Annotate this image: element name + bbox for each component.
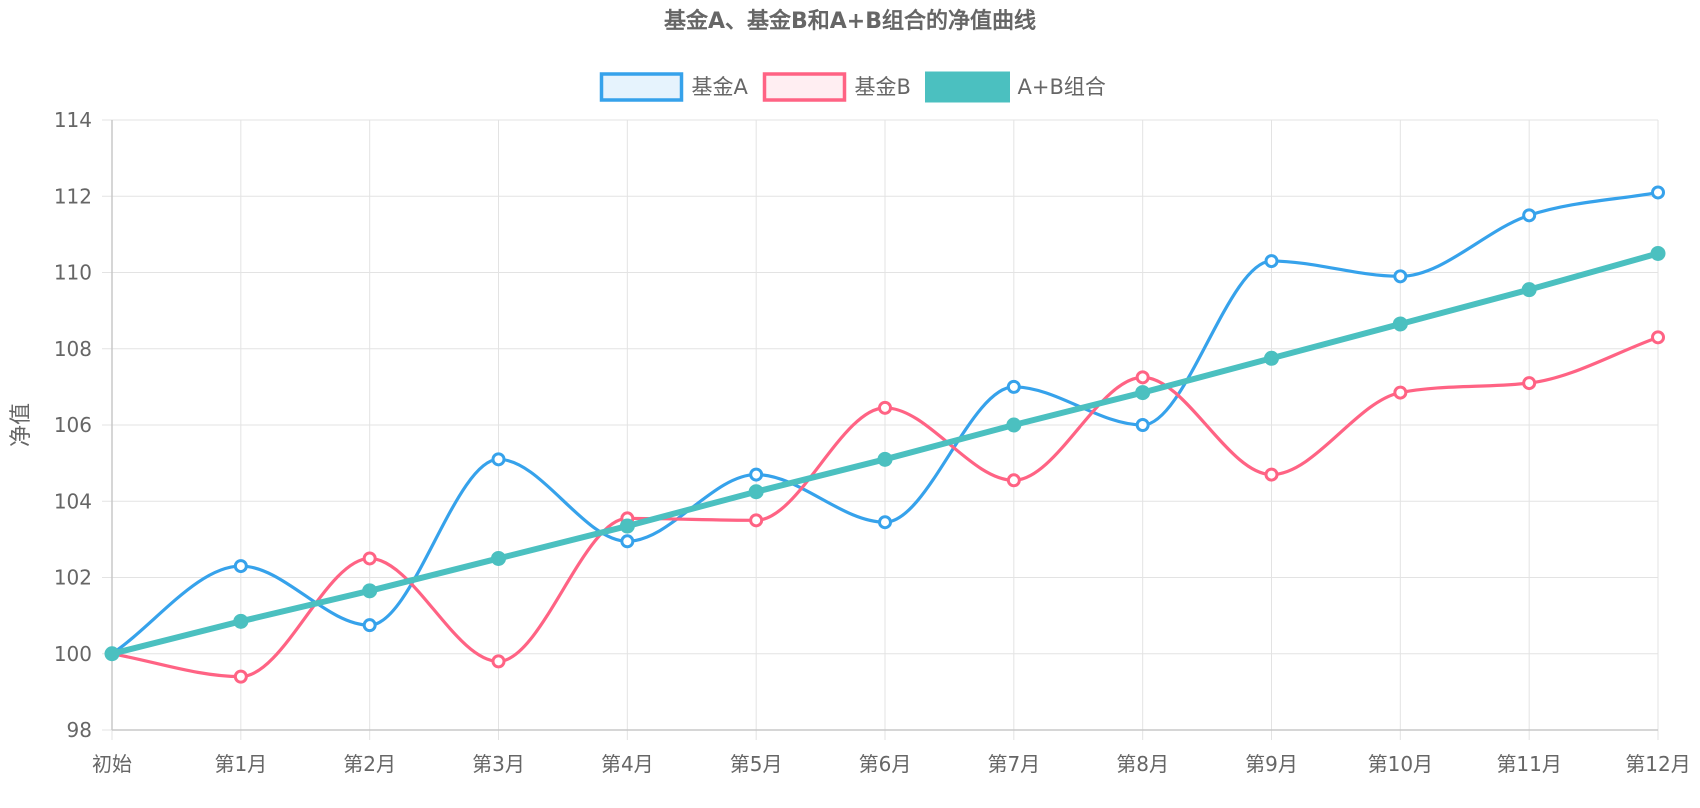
grid-lines [102, 119, 1659, 740]
y-tick-label: 114 [54, 108, 92, 132]
legend-label: A+B组合 [1018, 75, 1106, 99]
data-point-combo[interactable] [1392, 316, 1408, 332]
x-tick-label: 第4月 [601, 752, 654, 776]
legend-label: 基金B [855, 75, 911, 99]
data-point-combo[interactable] [1135, 385, 1151, 401]
x-tick-label: 第7月 [987, 752, 1040, 776]
data-point-fund-a[interactable] [1651, 185, 1665, 200]
x-tick-label: 第3月 [472, 752, 525, 776]
data-point-fund-a[interactable] [620, 534, 635, 549]
data-point-fund-a[interactable] [362, 618, 377, 633]
legend-label: 基金A [692, 75, 749, 99]
data-point-fund-a[interactable] [1135, 418, 1150, 432]
chart-title: 基金A、基金B和A+B组合的净值曲线 [664, 8, 1036, 34]
data-point-combo[interactable] [1264, 350, 1279, 366]
data-point-combo[interactable] [1650, 245, 1666, 261]
data-point-fund-b[interactable] [491, 654, 506, 669]
y-tick-label: 112 [54, 184, 92, 208]
x-tick-label: 第8月 [1116, 752, 1169, 776]
data-point-fund-b[interactable] [1006, 473, 1021, 488]
data-point-combo[interactable] [104, 646, 120, 662]
legend-item-fund-b[interactable]: 基金B [762, 72, 911, 102]
x-tick-label: 第6月 [859, 752, 912, 776]
data-point-fund-b[interactable] [1651, 330, 1665, 345]
data-point-combo[interactable] [362, 583, 378, 599]
data-point-fund-b[interactable] [878, 400, 892, 415]
x-tick-label: 第1月 [214, 752, 267, 776]
y-tick-label: 98 [67, 718, 92, 742]
x-tick-label: 第11月 [1496, 752, 1561, 776]
data-point-combo[interactable] [491, 550, 506, 566]
data-point-fund-a[interactable] [749, 467, 764, 482]
data-point-fund-b[interactable] [1135, 370, 1150, 385]
data-point-fund-b[interactable] [1522, 376, 1537, 391]
x-tick-label: 第12月 [1625, 752, 1690, 776]
data-point-fund-b[interactable] [233, 669, 248, 684]
data-point-combo[interactable] [748, 484, 764, 500]
data-point-fund-b[interactable] [1393, 385, 1408, 400]
data-point-fund-a[interactable] [491, 452, 506, 467]
legend-item-fund-a[interactable]: 基金A [599, 72, 749, 102]
x-tick-label: 第10月 [1368, 752, 1433, 776]
legend-swatch [925, 71, 1010, 103]
data-point-fund-a[interactable] [1006, 379, 1021, 394]
y-axis-title: 净值 [9, 403, 34, 447]
y-tick-label: 102 [54, 566, 92, 590]
data-point-fund-a[interactable] [878, 515, 892, 530]
data-point-combo[interactable] [1521, 282, 1537, 298]
data-point-combo[interactable] [1006, 417, 1022, 433]
x-tick-label: 第9月 [1245, 752, 1298, 776]
x-tick-label: 第2月 [343, 752, 396, 776]
y-tick-label: 100 [54, 642, 92, 666]
legend: 基金A 基金B A+B组合 [599, 71, 1106, 103]
data-point-combo[interactable] [233, 613, 249, 629]
data-point-fund-a[interactable] [1393, 269, 1408, 284]
data-point-fund-b[interactable] [362, 551, 377, 566]
data-point-fund-a[interactable] [1522, 208, 1537, 223]
data-point-combo[interactable] [619, 518, 635, 534]
y-tick-label: 106 [54, 413, 92, 437]
y-tick-label: 104 [54, 489, 92, 513]
data-point-combo[interactable] [877, 451, 893, 467]
data-point-fund-b[interactable] [1264, 467, 1279, 482]
legend-swatch [762, 72, 847, 102]
axes: 98 100 102 104 106 108 110 112 114 初始 第1月 第2月 第3月 第4月… [54, 108, 1691, 776]
x-tick-label: 初始 [92, 752, 132, 776]
legend-swatch [599, 72, 684, 102]
x-tick-label: 第5月 [730, 752, 783, 776]
legend-item-combo[interactable]: A+B组合 [925, 71, 1106, 103]
data-point-fund-a[interactable] [233, 559, 248, 574]
y-tick-label: 110 [54, 261, 92, 285]
data-point-fund-a[interactable] [1264, 254, 1279, 269]
data-point-fund-b[interactable] [749, 513, 764, 528]
y-tick-label: 108 [54, 337, 92, 361]
series-layer [104, 185, 1666, 684]
